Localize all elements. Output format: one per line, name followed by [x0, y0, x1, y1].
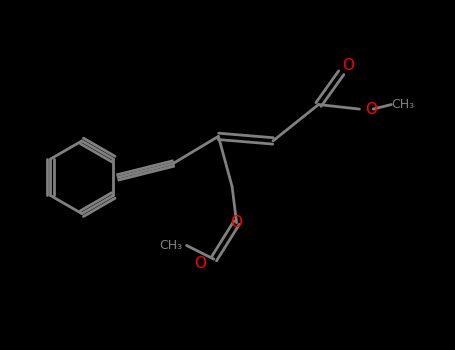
Text: CH₃: CH₃ — [391, 98, 414, 111]
Text: O: O — [231, 215, 243, 230]
Text: O: O — [342, 58, 354, 74]
Text: O: O — [365, 102, 377, 117]
Text: CH₃: CH₃ — [159, 239, 182, 252]
Text: O: O — [194, 256, 206, 271]
